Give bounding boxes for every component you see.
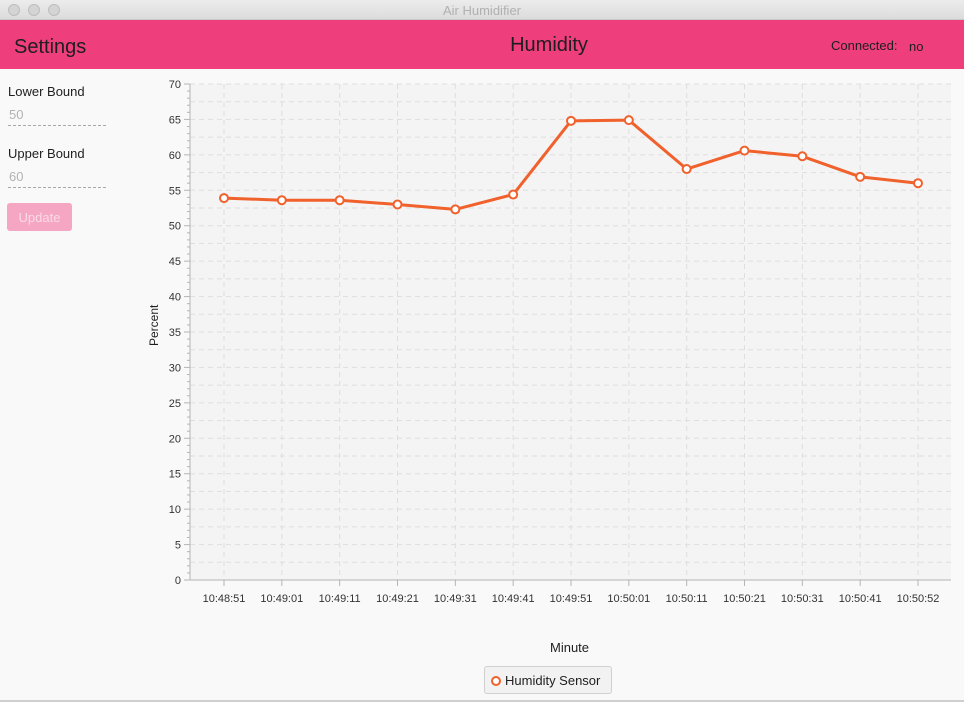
y-tick-label: 15 <box>169 469 181 481</box>
humidity-chart: 0 5 10 15 20 25 30 35 40 45 50 55 60 65 70 10:48:51 10:4… <box>140 69 964 702</box>
page-title: Humidity <box>510 34 588 56</box>
y-tick-label: 55 <box>169 185 181 197</box>
x-tick-label: 10:50:21 <box>723 593 766 605</box>
window-bottom-edge <box>0 700 964 702</box>
data-point <box>334 195 345 206</box>
data-point <box>276 195 287 206</box>
data-point <box>508 189 519 200</box>
x-tick-label: 10:50:52 <box>897 593 940 605</box>
connected-label: Connected: <box>831 38 898 53</box>
close-window-button[interactable] <box>8 4 20 16</box>
upper-bound-input[interactable] <box>8 166 106 188</box>
y-tick-label: 20 <box>169 433 181 445</box>
y-tick-label: 40 <box>169 292 181 304</box>
window-titlebar: Air Humidifier <box>0 0 964 20</box>
y-axis-label: Percent <box>147 304 161 346</box>
data-point <box>450 204 461 215</box>
legend-series-symbol <box>491 676 501 686</box>
x-tick-label: 10:49:31 <box>434 593 477 605</box>
data-point <box>623 115 634 126</box>
x-tick-label: 10:50:41 <box>839 593 882 605</box>
data-point <box>913 178 923 189</box>
x-tick-label: 10:49:41 <box>492 593 535 605</box>
chart-legend: Humidity Sensor <box>484 666 612 694</box>
y-tick-label: 30 <box>169 362 181 374</box>
legend-series-label: Humidity Sensor <box>505 673 601 688</box>
data-point <box>739 145 750 156</box>
y-tick-label: 50 <box>169 221 181 233</box>
y-tick-label: 25 <box>169 398 181 410</box>
data-point <box>681 164 692 175</box>
zoom-window-button[interactable] <box>48 4 60 16</box>
x-tick-label: 10:49:11 <box>319 593 361 605</box>
y-tick-label: 35 <box>169 327 181 339</box>
x-tick-label: 10:49:01 <box>260 593 303 605</box>
settings-title: Settings <box>14 36 87 58</box>
lower-bound-input[interactable] <box>8 104 106 126</box>
y-tick-label: 45 <box>169 256 181 268</box>
y-tick-label: 5 <box>175 540 181 552</box>
data-point <box>219 193 229 204</box>
y-tick-label: 10 <box>169 504 181 516</box>
x-tick-label: 10:50:01 <box>607 593 650 605</box>
data-point <box>855 171 866 182</box>
minimize-window-button[interactable] <box>28 4 40 16</box>
settings-panel: Lower Bound Upper Bound Update <box>0 69 140 702</box>
x-tick-label: 10:49:21 <box>376 593 419 605</box>
chart-plot: 0 5 10 15 20 25 30 35 40 45 50 55 60 65 70 10:48:51 10:4… <box>169 79 951 605</box>
y-tick-label: 65 <box>169 114 181 126</box>
data-point <box>797 151 808 162</box>
y-tick-label: 0 <box>175 575 181 587</box>
lower-bound-label: Lower Bound <box>8 84 85 99</box>
app-header: Settings Humidity Connected: no <box>0 20 964 69</box>
x-axis-label: Minute <box>550 640 590 655</box>
window-title: Air Humidifier <box>442 3 521 18</box>
connected-status: no <box>909 39 924 54</box>
y-tick-label: 60 <box>169 150 181 162</box>
data-point <box>566 115 576 126</box>
x-tick-label: 10:50:11 <box>666 593 708 605</box>
x-tick-label: 10:48:51 <box>203 593 246 605</box>
y-tick-label: 70 <box>169 79 181 91</box>
x-tick-label: 10:49:51 <box>550 593 593 605</box>
data-point <box>392 199 403 210</box>
x-tick-label: 10:50:31 <box>781 593 824 605</box>
upper-bound-label: Upper Bound <box>8 146 85 161</box>
update-button[interactable]: Update <box>7 203 72 231</box>
